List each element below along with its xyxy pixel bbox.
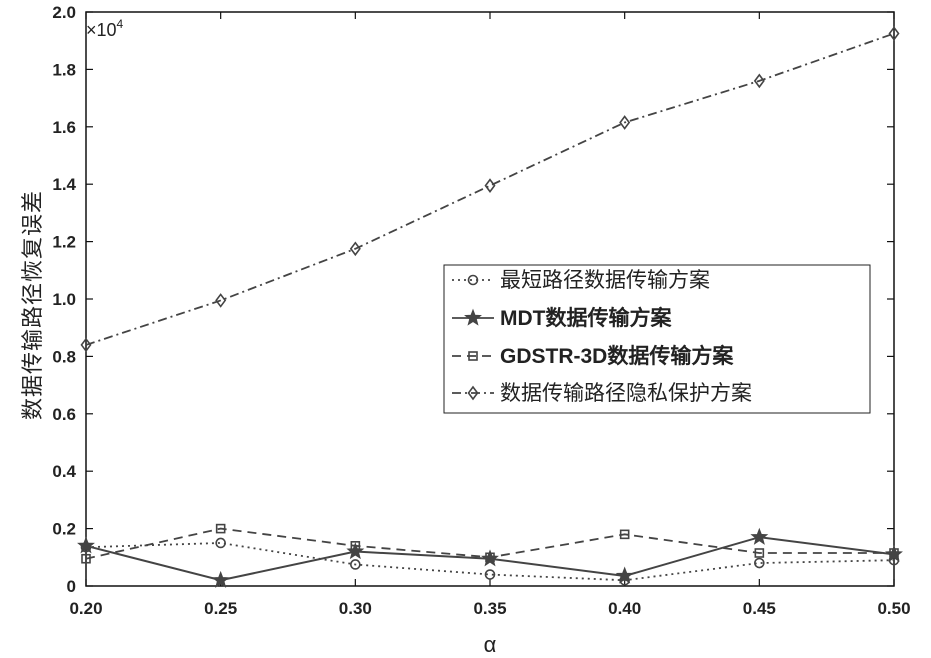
data-point <box>753 73 765 89</box>
legend-box <box>443 264 871 414</box>
y-tick-label: 1.0 <box>52 290 76 309</box>
data-point <box>215 293 227 308</box>
legend-item: 数据传输路径隐私保护方案 <box>452 382 752 405</box>
y-axis-multiplier-base: ×10 <box>86 20 117 40</box>
y-tick-label: 0.8 <box>52 347 76 366</box>
y-tick-label: 1.2 <box>52 233 76 252</box>
legend-marker <box>464 308 482 326</box>
legend-item: MDT数据传输方案 <box>452 306 672 330</box>
x-tick-label: 0.25 <box>204 599 237 618</box>
data-point <box>349 241 361 257</box>
y-tick-label: 0.2 <box>52 520 76 539</box>
x-axis-label: α <box>484 632 497 657</box>
data-point <box>615 566 634 584</box>
x-tick-label: 0.45 <box>743 599 776 618</box>
legend-marker <box>467 274 479 286</box>
data-point <box>77 536 95 554</box>
data-point <box>619 529 630 540</box>
data-point <box>211 570 230 588</box>
data-point <box>484 569 496 580</box>
x-tick-label: 0.30 <box>339 599 372 618</box>
legend-label: GDSTR-3D数据传输方案 <box>500 344 734 368</box>
data-point <box>619 115 631 130</box>
y-tick-label: 1.8 <box>52 60 76 79</box>
data-point <box>754 548 765 558</box>
data-point <box>350 541 361 551</box>
x-axis: 0.20 0.25 0.30 0.35 0.40 0.45 0.50 <box>69 12 911 618</box>
legend-item: GDSTR-3D数据传输方案 <box>452 344 734 368</box>
data-point <box>889 548 899 558</box>
y-tick-label: 1.4 <box>52 175 76 194</box>
x-tick-label: 0.40 <box>608 599 641 618</box>
legend-label: 最短路径数据传输方案 <box>500 269 710 292</box>
x-tick-label: 0.20 <box>69 599 102 618</box>
data-point <box>350 559 361 570</box>
data-point <box>485 552 495 563</box>
y-axis-multiplier-exponent: 4 <box>117 17 124 31</box>
y-tick-label: 0.6 <box>52 405 76 424</box>
data-point <box>888 26 900 41</box>
series-layer <box>77 26 903 588</box>
y-axis-label: 数据传输路径恢复误差 <box>20 190 45 420</box>
y-axis: 0 0.2 0.4 0.6 0.8 1.0 1.2 1.4 1.6 1.8 2.0 <box>52 3 894 596</box>
y-axis-multiplier: ×104 <box>86 17 124 40</box>
data-point <box>215 537 226 549</box>
data-point <box>484 178 496 193</box>
series-2 <box>77 527 903 588</box>
legend: 最短路径数据传输方案 MDT数据传输方案 GDSTR-3D数据传输方案数据传输路径隐… <box>443 264 871 414</box>
legend-item: 最短路径数据传输方案 <box>452 269 710 292</box>
x-tick-label: 0.35 <box>473 599 506 618</box>
y-tick-label: 1.6 <box>52 118 76 137</box>
series-line <box>85 527 894 560</box>
y-tick-label: 0.4 <box>52 462 76 481</box>
y-tick-label: 0 <box>67 577 76 596</box>
legend-label: MDT数据传输方案 <box>500 306 672 330</box>
data-point <box>754 557 765 569</box>
legend-marker <box>468 351 478 361</box>
series-3 <box>81 523 899 564</box>
y-tick-label: 2.0 <box>52 3 76 22</box>
series-4 <box>80 26 900 353</box>
x-tick-label: 0.50 <box>877 599 910 618</box>
data-point <box>346 542 365 560</box>
series-line <box>85 32 895 346</box>
legend-marker <box>467 385 479 401</box>
data-point <box>750 527 769 545</box>
data-point <box>81 553 91 564</box>
data-point <box>215 523 226 534</box>
legend-label: 数据传输路径隐私保护方案 <box>500 382 752 405</box>
data-point <box>80 337 92 353</box>
